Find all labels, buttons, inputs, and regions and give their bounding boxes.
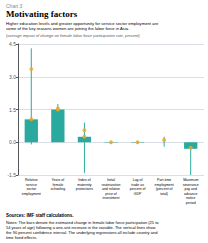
svg-text:Index of: Index of	[78, 178, 90, 182]
svg-text:1.5: 1.5	[9, 107, 16, 113]
svg-text:Lag of: Lag of	[133, 178, 143, 182]
svg-text:sector: sector	[27, 187, 37, 191]
svg-text:Initial: Initial	[107, 178, 115, 182]
svg-text:(average impact of change on f: (average impact of change on female labo…	[6, 33, 140, 38]
svg-text:Relative: Relative	[25, 178, 38, 182]
svg-text:period: period	[186, 201, 196, 205]
svg-text:and relative: and relative	[102, 187, 120, 191]
svg-text:the 90 percent confidence inte: the 90 percent confidence interval. The …	[6, 230, 158, 235]
svg-text:time fixed effects.: time fixed effects.	[6, 235, 37, 240]
svg-text:protections: protections	[76, 187, 93, 191]
svg-text:employment: employment	[155, 183, 174, 187]
svg-text:female: female	[53, 183, 64, 187]
svg-text:total): total)	[160, 192, 168, 196]
svg-text:percent of: percent of	[130, 187, 146, 191]
svg-text:trade as: trade as	[131, 183, 144, 187]
svg-text:price of: price of	[105, 192, 117, 196]
svg-text:Chart 3: Chart 3	[6, 2, 23, 9]
svg-text:GDP: GDP	[134, 192, 142, 196]
svg-text:-1.5: -1.5	[7, 172, 16, 178]
svg-text:Sources: IMF staff calculation: Sources: IMF staff calculations.	[6, 213, 74, 218]
svg-text:routinization: routinization	[102, 183, 121, 187]
svg-text:Higher education levels and gr: Higher education levels and greater oppo…	[6, 21, 159, 26]
svg-text:Motivating factors: Motivating factors	[6, 9, 78, 19]
svg-text:Notes: The bars denote the est: Notes: The bars denote the estimated cha…	[6, 220, 159, 225]
svg-text:severance: severance	[183, 183, 199, 187]
svg-text:4.5: 4.5	[9, 41, 16, 47]
svg-text:employment: employment	[22, 192, 41, 196]
svg-text:advance: advance	[184, 192, 197, 196]
svg-text:Years of: Years of	[51, 178, 64, 182]
svg-text:pay and: pay and	[184, 187, 197, 191]
svg-text:schooling: schooling	[50, 187, 65, 191]
svg-text:0.0: 0.0	[9, 139, 16, 145]
svg-text:Part-time: Part-time	[157, 178, 171, 182]
svg-text:some of the key reasons women: some of the key reasons women are joinin…	[6, 26, 129, 31]
svg-text:maternity: maternity	[77, 183, 92, 187]
svg-text:service: service	[26, 183, 37, 187]
svg-text:54 years of age) following a o: 54 years of age) following a one-unit in…	[6, 225, 156, 230]
svg-text:(percent of: (percent of	[156, 187, 173, 191]
svg-text:notice: notice	[186, 196, 195, 200]
svg-text:investment: investment	[103, 196, 120, 200]
svg-text:3.0: 3.0	[9, 74, 16, 80]
svg-text:Maximum: Maximum	[183, 178, 198, 182]
